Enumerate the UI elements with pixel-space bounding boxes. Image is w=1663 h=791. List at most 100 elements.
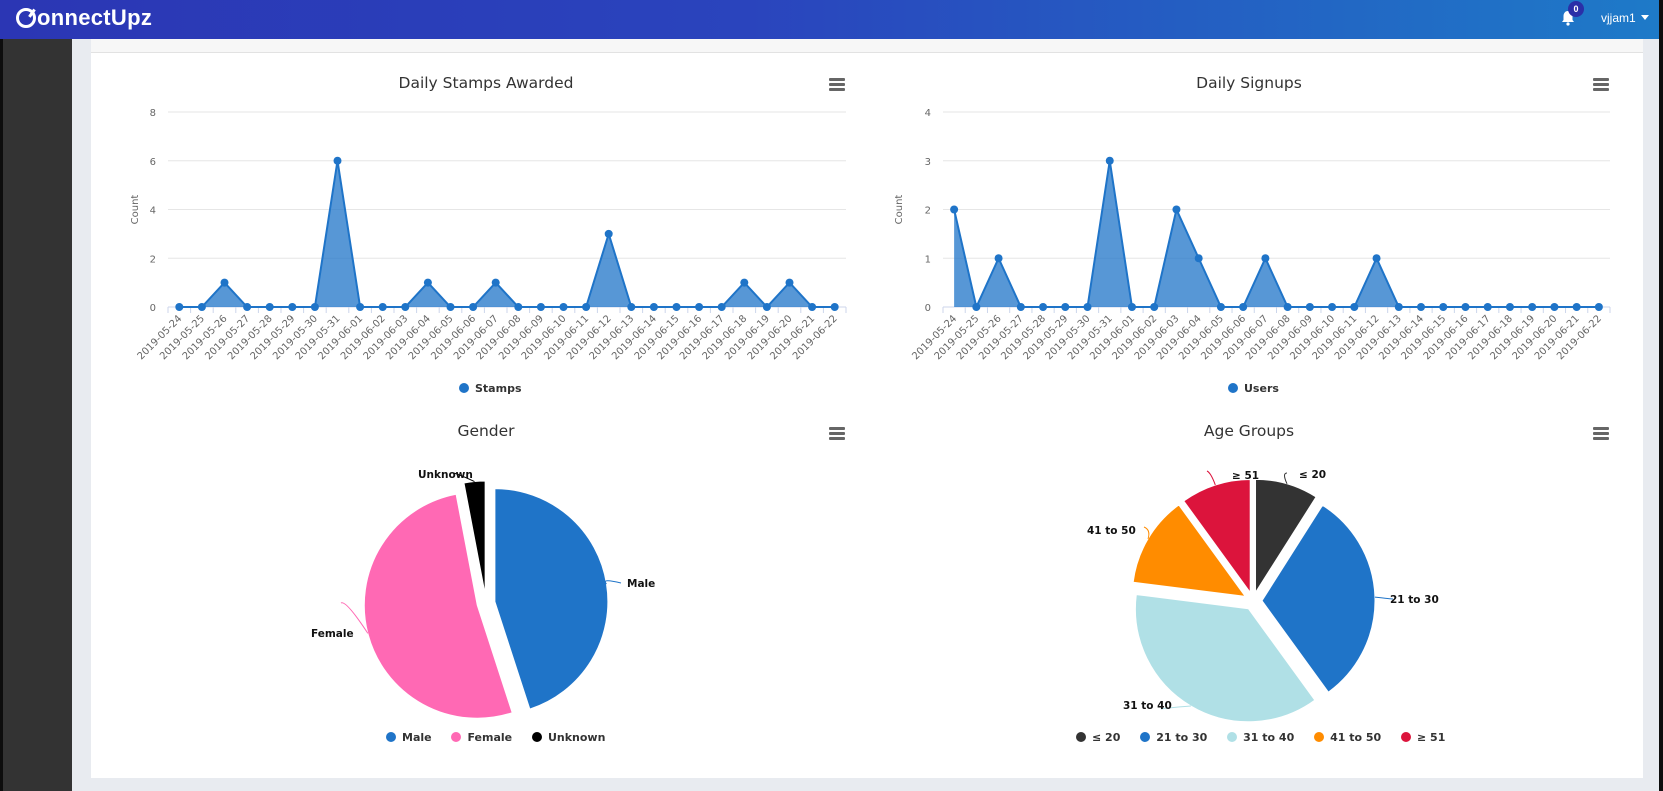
chart-title-gender: Gender (457, 422, 515, 440)
pie-label-age-21-30: 21 to 30 (1390, 594, 1439, 606)
logo-text: onnectUpz (37, 5, 153, 30)
data-point (1483, 303, 1492, 311)
data-point (1239, 303, 1248, 311)
y-axis-title: Count (130, 195, 141, 225)
legend-item-unknown[interactable]: Unknown (531, 731, 605, 744)
data-point (1016, 303, 1025, 311)
pie-label-female: Female (311, 628, 354, 640)
pie-label-age-41-50: 41 to 50 (1087, 525, 1136, 537)
signups-chart: 01234Count2019-05-242019-05-252019-05-26… (894, 108, 1611, 362)
data-point (491, 278, 500, 287)
pie-label-age-51plus: ≥ 51 (1232, 470, 1260, 482)
app-logo[interactable]: onnectUpz (16, 5, 152, 31)
legend-dot (386, 732, 396, 742)
y-tick-label: 4 (925, 108, 931, 119)
y-tick-label: 2 (925, 206, 931, 217)
pie-connector (1160, 705, 1191, 710)
data-point (514, 303, 523, 311)
legend-item-age-31-40[interactable]: 31 to 40 (1227, 731, 1294, 744)
legend-item-age-20under[interactable]: ≤ 20 (1076, 731, 1120, 744)
data-point (401, 303, 410, 311)
chart-menu-button-stamps[interactable] (829, 78, 845, 91)
series-area (179, 160, 835, 307)
data-point (1127, 303, 1136, 311)
data-point (1216, 303, 1225, 311)
pie-label-age-31-40: 31 to 40 (1123, 700, 1172, 712)
pie-label-male: Male (627, 578, 656, 590)
series-area (954, 160, 1599, 307)
stamps-chart: 02468Count2019-05-242019-05-252019-05-26… (130, 108, 847, 362)
data-point (762, 303, 771, 311)
age-pie (1132, 470, 1394, 723)
data-point (559, 303, 568, 311)
legend-gender: Male Female Unknown (386, 731, 621, 744)
pie-slice (1261, 504, 1376, 693)
data-point (310, 303, 319, 311)
legend-item-users[interactable]: Users (1228, 382, 1279, 395)
y-tick-label: 3 (925, 157, 931, 168)
data-point (288, 303, 297, 311)
user-menu[interactable]: vjjam1 (1601, 11, 1649, 25)
data-point (1572, 303, 1581, 311)
pie-connector (1143, 526, 1150, 540)
legend-item-age-41-50[interactable]: 41 to 50 (1314, 731, 1381, 744)
data-point (469, 303, 478, 311)
legend-age: ≤ 20 21 to 30 31 to 40 41 to 50 ≥ 51 (1076, 731, 1461, 744)
data-point (972, 303, 981, 311)
legend-item-age-51plus[interactable]: ≥ 51 (1401, 731, 1445, 744)
y-tick-label: 2 (150, 254, 156, 265)
legend-item-stamps[interactable]: Stamps (459, 382, 522, 395)
y-axis-title: Count (894, 195, 905, 225)
data-point (1283, 303, 1292, 311)
data-point (446, 303, 455, 311)
data-point (1328, 303, 1337, 311)
data-point (808, 303, 817, 311)
top-navbar: onnectUpz 0 vjjam1 (0, 0, 1659, 39)
data-point (1061, 303, 1070, 311)
username: vjjam1 (1601, 11, 1636, 25)
chart-menu-button-gender[interactable] (829, 427, 845, 440)
data-point (1261, 254, 1270, 263)
data-point (1461, 303, 1470, 311)
legend-dot (1227, 732, 1238, 742)
pie-connector (1284, 472, 1288, 485)
window-edge (1659, 0, 1663, 791)
data-point (1372, 254, 1381, 263)
chart-title-signups: Daily Signups (1196, 74, 1302, 92)
data-point (197, 303, 206, 311)
chart-menu-button-age[interactable] (1593, 427, 1609, 440)
dashboard-card: Daily Stamps Awarded 0 2 4 6 8 Count 2019-05-2… (91, 53, 1643, 778)
logo-c-icon (16, 8, 36, 28)
legend-item-female[interactable]: Female (451, 731, 512, 744)
data-point (649, 303, 658, 311)
data-point (175, 303, 184, 311)
data-point (785, 278, 794, 287)
legend-dot (1314, 732, 1325, 742)
chart-title-age: Age Groups (1203, 422, 1295, 440)
chart-menu-button-signups[interactable] (1593, 78, 1609, 91)
legend-dot (451, 732, 462, 742)
data-point (1439, 303, 1448, 311)
data-point (1305, 303, 1314, 311)
legend-signups: Users (1228, 382, 1295, 395)
pie-slice (1134, 594, 1316, 723)
pie-slice (363, 493, 513, 719)
y-tick-label: 1 (925, 254, 931, 265)
data-point (1594, 303, 1603, 311)
data-point (1105, 156, 1114, 165)
data-point (333, 156, 342, 165)
page-header-strip (91, 39, 1643, 53)
data-point (582, 303, 591, 311)
legend-stamps: Stamps (459, 382, 538, 395)
data-point (1150, 303, 1159, 311)
pie-label-unknown: Unknown (418, 469, 473, 481)
data-point (627, 303, 636, 311)
legend-item-male[interactable]: Male (386, 731, 432, 744)
y-tick-label: 6 (150, 157, 156, 168)
data-point (1083, 303, 1092, 311)
legend-item-age-21-30[interactable]: 21 to 30 (1140, 731, 1207, 744)
pie-connector (452, 472, 475, 482)
data-point (536, 303, 545, 311)
pie-connector (1206, 470, 1216, 486)
legend-dot (1076, 732, 1086, 742)
